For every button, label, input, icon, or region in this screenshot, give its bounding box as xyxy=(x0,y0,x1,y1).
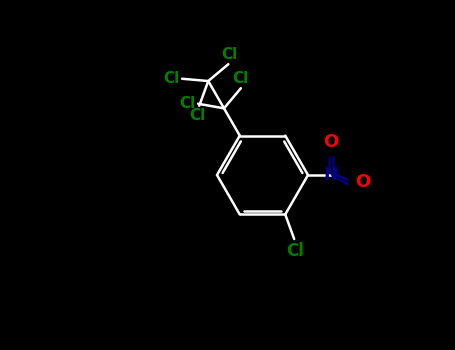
Text: Cl: Cl xyxy=(222,47,238,62)
Text: Cl: Cl xyxy=(286,242,304,260)
Text: Cl: Cl xyxy=(189,108,206,123)
Text: O: O xyxy=(323,133,339,151)
Text: N: N xyxy=(323,166,338,184)
Text: Cl: Cl xyxy=(163,71,179,86)
Text: Cl: Cl xyxy=(179,96,195,111)
Text: O: O xyxy=(355,173,370,191)
Text: Cl: Cl xyxy=(233,71,249,86)
